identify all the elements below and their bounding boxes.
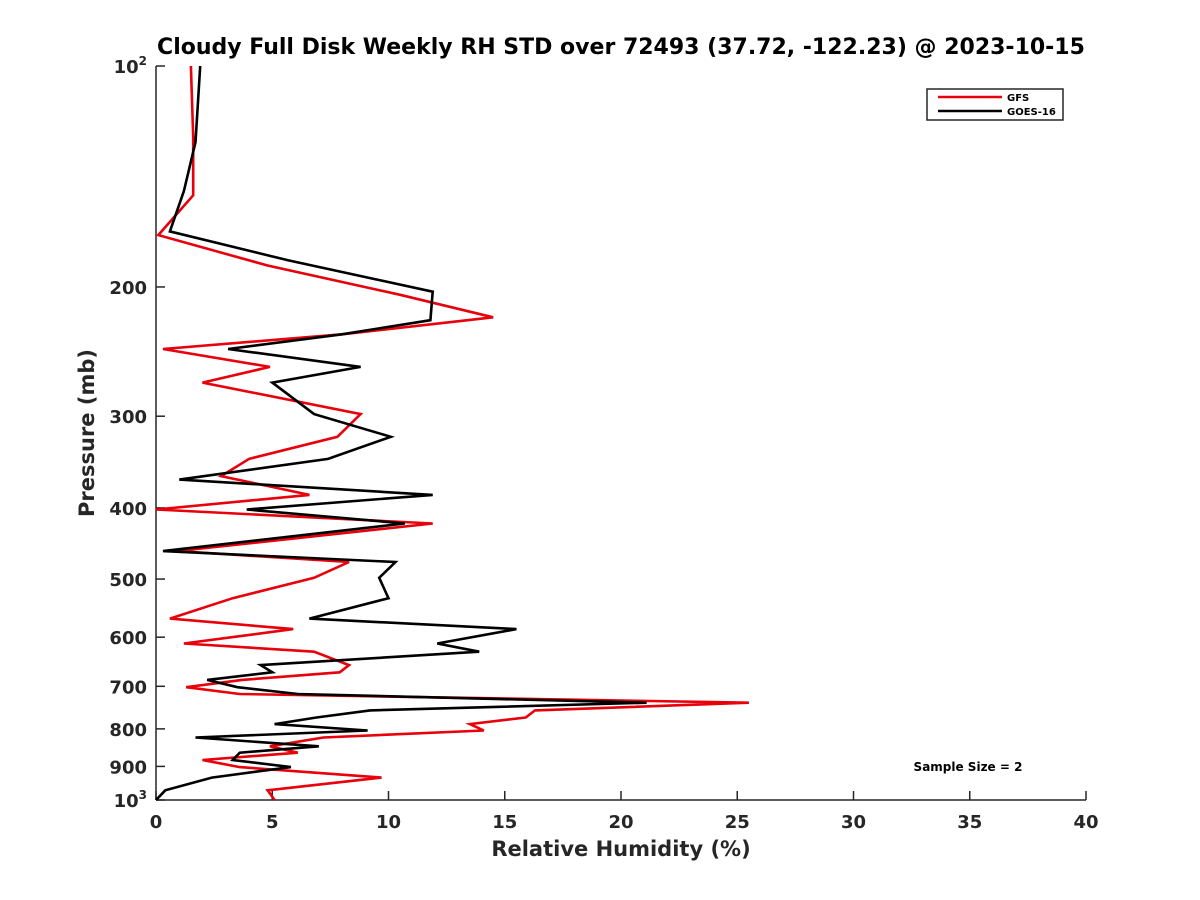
x-tick-label: 5 <box>266 812 279 833</box>
series-lines <box>155 65 749 801</box>
y-tick-label: 600 <box>109 628 147 649</box>
y-axis-label: Pressure (mb) <box>75 349 99 517</box>
sample-size-annotation: Sample Size = 2 <box>914 760 1023 774</box>
x-tick-label: 0 <box>150 812 163 833</box>
y-tick-label: 500 <box>109 570 147 591</box>
x-tick-label: 35 <box>957 812 982 833</box>
x-tick-label: 40 <box>1073 812 1098 833</box>
x-axis-ticks: 0 5 10 15 20 25 30 35 40 <box>150 791 1099 833</box>
series-line-goes-16 <box>155 65 647 801</box>
chart-title: Cloudy Full Disk Weekly RH STD over 7249… <box>157 35 1085 60</box>
x-tick-label: 15 <box>492 812 517 833</box>
x-tick-label: 30 <box>841 812 866 833</box>
y-tick-label: 103 <box>114 788 147 812</box>
x-tick-label: 10 <box>376 812 401 833</box>
y-tick-label: 800 <box>109 720 147 741</box>
x-tick-label: 25 <box>725 812 750 833</box>
legend-box <box>926 88 1064 121</box>
series-line-gfs <box>155 65 749 801</box>
y-axis-ticks: 102 200 300 400 500 600 700 800 900 103 <box>109 54 165 812</box>
y-tick-label: 300 <box>109 407 147 428</box>
x-axis-label: Relative Humidity (%) <box>491 837 750 861</box>
y-tick-label: 900 <box>109 757 147 778</box>
x-tick-label: 20 <box>608 812 633 833</box>
plot-area <box>155 66 1086 801</box>
y-tick-label: 400 <box>109 499 147 520</box>
legend-label-gfs: GFS <box>1007 93 1029 104</box>
y-tick-label: 700 <box>109 677 147 698</box>
y-tick-label: 200 <box>109 278 147 299</box>
legend-label-goes16: GOES-16 <box>1007 107 1056 118</box>
legend: GFS GOES-16 <box>926 88 1064 121</box>
y-tick-label: 102 <box>114 54 147 78</box>
